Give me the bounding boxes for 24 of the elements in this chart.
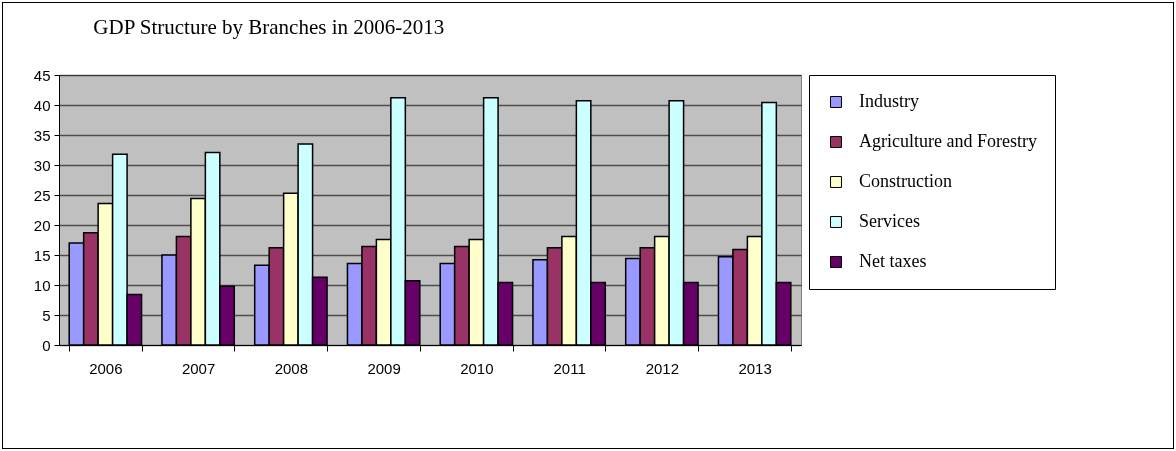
- y-tick-label: 35: [33, 126, 51, 144]
- y-tick-label: 20: [33, 216, 51, 234]
- x-tick-label: 2009: [367, 359, 401, 377]
- legend-label: Agriculture and Forestry: [859, 131, 1037, 151]
- x-tick-label: 2013: [738, 359, 772, 377]
- y-tick-label: 40: [33, 96, 51, 114]
- y-tick-label: 30: [33, 156, 51, 174]
- y-tick-label: 45: [33, 66, 51, 84]
- y-tick-label: 25: [33, 186, 51, 204]
- x-tick-label: 2012: [645, 359, 680, 377]
- x-tick-label: 2007: [181, 359, 216, 377]
- x-tick-label: 2006: [89, 359, 123, 377]
- y-tick-label: 15: [33, 246, 51, 264]
- chart-title: GDP Structure by Branches in 2006-2013: [93, 15, 445, 39]
- x-tick-label: 2008: [274, 359, 309, 377]
- y-tick-label: 10: [33, 276, 51, 294]
- legend-label: Construction: [859, 171, 952, 191]
- legend-label: Services: [859, 211, 920, 231]
- legend-label: Net taxes: [859, 251, 927, 271]
- y-tick-label: 0: [42, 336, 51, 354]
- y-tick-label: 5: [42, 306, 51, 324]
- x-tick-label: 2010: [460, 359, 494, 377]
- legend-label: Industry: [859, 91, 919, 111]
- x-tick-label: 2011: [553, 359, 586, 377]
